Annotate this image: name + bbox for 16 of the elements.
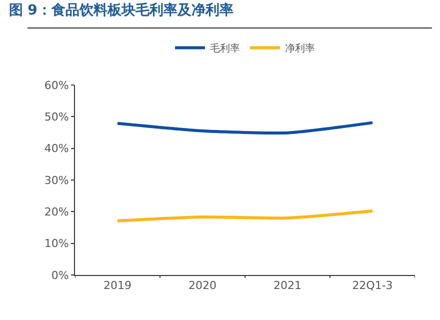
y-tick-label: 50% — [44, 110, 69, 124]
line-series — [116, 121, 374, 135]
chart-title: 图 9：食品饮料板块毛利率及净利率 — [8, 2, 234, 19]
y-tick-label: 40% — [44, 142, 69, 156]
legend-label: 毛利率 — [210, 42, 240, 55]
line-series — [116, 210, 374, 222]
y-tick-label: 30% — [44, 174, 69, 187]
y-tick-label: 20% — [44, 206, 69, 219]
x-tick-label: 22Q1-3 — [352, 279, 393, 292]
legend-label: 净利率 — [285, 42, 315, 55]
x-tick-label: 2019 — [104, 279, 132, 292]
y-tick-label: 60% — [44, 78, 69, 92]
x-tick-label: 2021 — [274, 279, 302, 292]
y-tick-label: 0% — [51, 268, 69, 282]
y-tick-label: 10% — [44, 237, 69, 250]
x-tick-label: 2020 — [188, 279, 216, 292]
